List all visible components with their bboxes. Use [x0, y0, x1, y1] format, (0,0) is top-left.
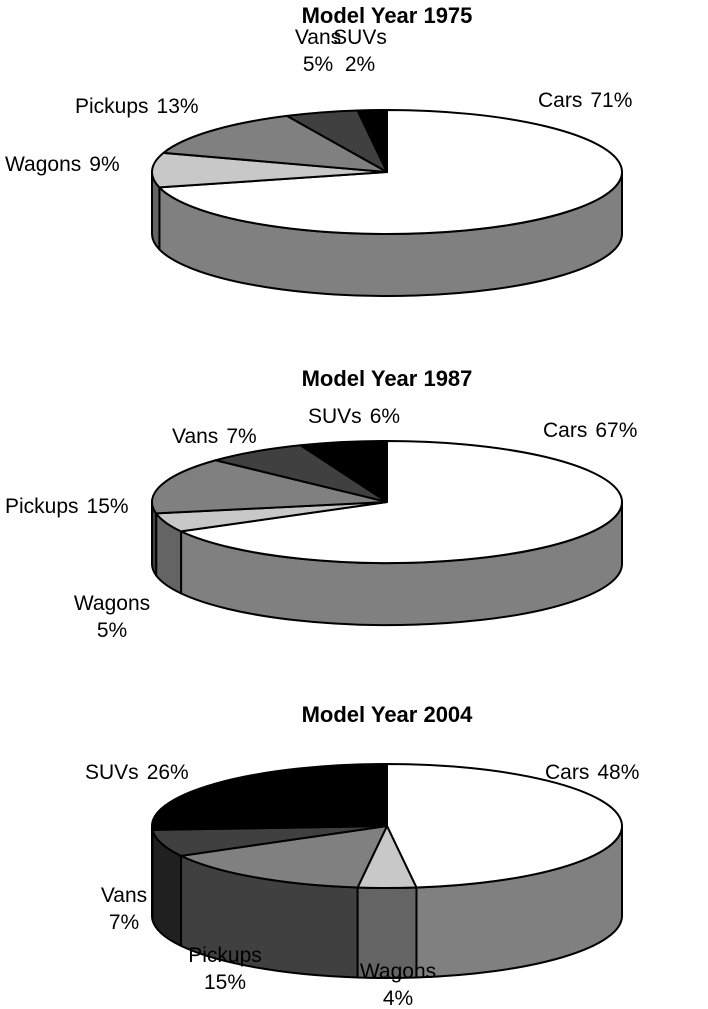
value-label: 71% — [590, 89, 632, 112]
value-label: 5% — [303, 53, 333, 76]
slice-label: Wagons 4% — [360, 960, 436, 1009]
pie — [151, 109, 623, 297]
value-label: 4% — [383, 987, 413, 1009]
slice — [386, 763, 623, 889]
slice-label: Cars 71% — [538, 89, 632, 112]
category-label: Pickups — [75, 95, 149, 118]
slice-label: Cars 48% — [545, 761, 639, 784]
slice-label: Vans 7% — [101, 884, 147, 934]
category-label: Wagons — [360, 960, 436, 983]
pie — [151, 440, 623, 626]
category-label: Vans — [295, 26, 341, 49]
slice-label: Wagons 5% — [74, 592, 150, 642]
category-label: Wagons — [74, 592, 150, 615]
category-label: Wagons — [5, 153, 81, 176]
slice — [180, 440, 623, 564]
slice-label: SUVs 26% — [85, 761, 189, 784]
category-label: Cars — [545, 761, 589, 784]
slice — [162, 114, 388, 173]
category-label: Cars — [538, 89, 582, 112]
category-label: Cars — [543, 419, 587, 442]
value-label: 2% — [345, 53, 375, 76]
category-label: Pickups — [5, 495, 79, 518]
chart-title: Model Year 1987 — [302, 366, 473, 391]
slice-label: Vans 7% — [172, 425, 257, 448]
value-label: 13% — [157, 95, 199, 118]
chart-title: Model Year 2004 — [302, 702, 474, 727]
pie — [151, 763, 623, 979]
slice-label: Pickups 13% — [75, 95, 199, 118]
slice — [299, 440, 388, 503]
slice — [158, 109, 623, 235]
value-label: 48% — [597, 761, 639, 784]
slice-label: Cars 67% — [543, 419, 637, 442]
chart-title: Model Year 1975 — [302, 3, 473, 28]
value-label: 7% — [226, 425, 256, 448]
slice-label: Vans 5% — [295, 26, 341, 76]
value-label: 6% — [370, 405, 400, 428]
slice — [151, 459, 388, 515]
slice — [356, 109, 388, 173]
slice-label: SUVs 6% — [308, 405, 400, 428]
value-label: 67% — [595, 419, 637, 442]
value-label: 15% — [87, 495, 129, 518]
category-label: SUVs — [85, 761, 139, 784]
slice-label: Pickups 15% — [5, 495, 129, 518]
value-label: 5% — [97, 619, 127, 642]
value-label: 7% — [109, 911, 139, 934]
category-label: SUVs — [308, 405, 362, 428]
category-label: Pickups — [188, 944, 262, 967]
value-label: 26% — [147, 761, 189, 784]
slice — [180, 825, 388, 889]
slice-label: Pickups 15% — [188, 944, 262, 994]
category-label: SUVs — [333, 26, 387, 49]
slice — [151, 151, 388, 189]
category-label: Vans — [101, 884, 147, 907]
value-label: 9% — [89, 153, 119, 176]
value-label: 15% — [204, 971, 246, 994]
slice-label: SUVs 2% — [333, 26, 387, 76]
slice — [151, 763, 388, 831]
category-label: Vans — [172, 425, 218, 448]
slice-label: Wagons 9% — [5, 153, 120, 176]
slice — [214, 444, 388, 503]
